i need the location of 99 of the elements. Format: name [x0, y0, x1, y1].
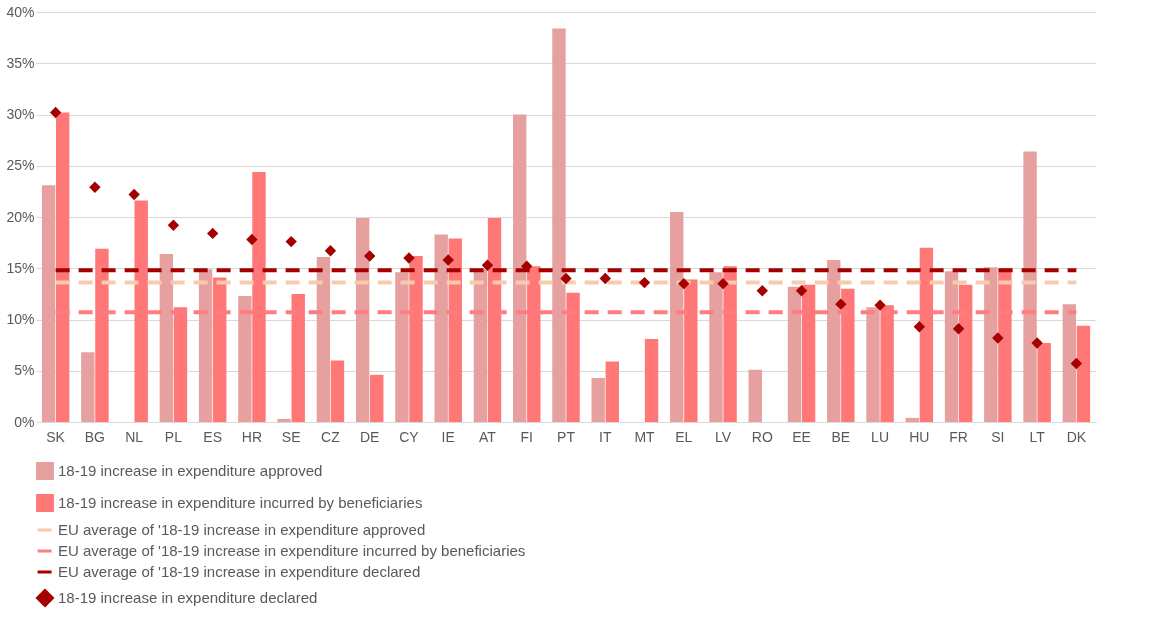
bar: [316, 256, 331, 422]
point: [49, 106, 62, 119]
point: [128, 188, 140, 201]
y-tick-label: 25%: [6, 157, 35, 174]
bar: [41, 185, 56, 422]
x-tick-label: HR: [241, 428, 263, 445]
x-tick-label: EE: [792, 428, 811, 445]
x-tick-label: AT: [479, 428, 497, 445]
x-tick-label: HU: [909, 428, 930, 445]
point: [285, 235, 297, 248]
x-tick-label: SI: [991, 428, 1005, 445]
x-tick-label: FI: [520, 428, 533, 445]
y-tick-label: 30%: [6, 106, 35, 122]
bar: [513, 114, 527, 422]
x-tick-label: EL: [675, 428, 693, 445]
point: [167, 219, 180, 231]
legend-label: EU average of '18-19 increase in expenditure approved: [58, 521, 426, 538]
y-tick-label: 35%: [6, 54, 35, 71]
bar: [1062, 304, 1077, 422]
y-tick-label: 0%: [14, 413, 35, 430]
point: [481, 259, 494, 271]
point: [599, 272, 611, 285]
x-tick-label: CZ: [321, 428, 341, 445]
point: [324, 245, 337, 257]
x-tick-label: NL: [125, 428, 144, 445]
point: [717, 277, 729, 290]
x-tick-label: SK: [46, 428, 66, 445]
bar: [787, 286, 802, 422]
bar: [277, 418, 291, 422]
legend-label: EU average of '18-19 increase in expenditure incurred by beneficiaries: [58, 542, 526, 559]
y-tick-label: 20%: [6, 208, 35, 225]
point: [1031, 337, 1043, 349]
x-tick-label: PL: [164, 428, 183, 445]
legend-label: 18-19 increase in expenditure approved: [58, 462, 323, 479]
bar: [434, 234, 448, 422]
y-tick-label: 10%: [6, 311, 35, 327]
y-tick-label: 5%: [14, 362, 35, 379]
point: [246, 233, 258, 246]
point: [442, 254, 454, 266]
legend-label: EU average of '18-19 increase in expenditure declared: [58, 563, 421, 580]
bar: [670, 211, 684, 422]
bar: [944, 271, 959, 422]
bar: [709, 272, 723, 422]
legend-label: 18-19 increase in expenditure declared: [58, 589, 318, 606]
bar: [866, 307, 880, 422]
point: [913, 320, 926, 333]
x-tick-label: RO: [751, 428, 773, 445]
bar: [552, 28, 566, 422]
point: [874, 299, 886, 311]
legend-label: 18-19 increase in expenditure incurred by beneficiaries: [58, 494, 423, 511]
x-tick-label: LU: [871, 428, 890, 445]
bar: [81, 352, 95, 422]
x-tick-label: BG: [84, 428, 106, 445]
x-tick-label: CY: [399, 428, 420, 445]
bar: [473, 269, 488, 422]
bar: [591, 377, 605, 422]
point: [206, 227, 219, 240]
x-tick-label: LV: [714, 428, 732, 445]
bar: [198, 269, 213, 422]
x-tick-label: BE: [831, 428, 851, 445]
bar: [905, 417, 919, 422]
x-tick-label: DK: [1066, 428, 1087, 445]
point: [678, 277, 690, 290]
point: [89, 181, 101, 193]
point: [560, 272, 572, 285]
bar: [748, 369, 762, 422]
point: [638, 276, 651, 289]
bar: [827, 260, 841, 422]
y-tick-label: 15%: [6, 259, 35, 276]
point: [756, 285, 768, 297]
x-tick-label: MT: [634, 428, 656, 445]
bar: [1023, 151, 1037, 422]
point: [952, 323, 965, 335]
bar: [159, 253, 174, 422]
x-tick-label: IE: [441, 428, 455, 445]
x-tick-label: FR: [949, 428, 968, 445]
y-tick-label: 40%: [6, 3, 35, 20]
point: [1070, 357, 1083, 370]
point: [835, 298, 847, 310]
point: [992, 332, 1004, 344]
x-tick-label: IT: [599, 428, 612, 445]
bar: [1076, 325, 1091, 422]
bar: [984, 267, 998, 422]
bar: [330, 360, 345, 422]
bar: [355, 218, 370, 422]
point: [364, 250, 376, 262]
x-tick-label: ES: [203, 428, 223, 445]
point: [795, 285, 808, 297]
bar: [238, 295, 252, 422]
x-tick-label: PT: [557, 428, 576, 445]
x-tick-label: DE: [359, 428, 380, 445]
bar: [370, 374, 384, 422]
bar: [605, 361, 619, 422]
bar: [395, 272, 409, 422]
x-tick-label: SE: [281, 428, 301, 445]
bar: [644, 338, 659, 422]
point: [403, 252, 415, 264]
x-tick-label: LT: [1029, 428, 1046, 445]
bar: [1037, 343, 1051, 422]
